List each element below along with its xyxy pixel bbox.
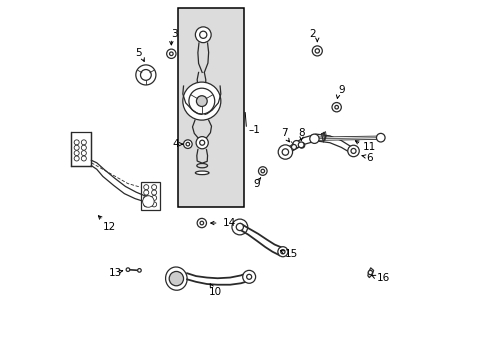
Circle shape xyxy=(151,195,156,201)
Circle shape xyxy=(166,49,176,58)
Text: 2: 2 xyxy=(309,29,315,39)
Circle shape xyxy=(81,150,86,156)
Circle shape xyxy=(74,145,79,150)
Circle shape xyxy=(169,271,183,286)
Circle shape xyxy=(142,196,154,207)
Circle shape xyxy=(331,103,341,112)
Circle shape xyxy=(143,190,148,195)
Circle shape xyxy=(376,134,384,142)
Circle shape xyxy=(199,140,204,145)
Circle shape xyxy=(298,142,304,148)
Circle shape xyxy=(151,190,156,195)
Circle shape xyxy=(242,270,255,283)
Circle shape xyxy=(291,144,296,149)
Circle shape xyxy=(314,49,319,53)
Text: 4: 4 xyxy=(172,139,179,149)
Circle shape xyxy=(136,65,156,85)
Circle shape xyxy=(292,140,300,148)
Bar xyxy=(178,8,244,207)
Text: 8: 8 xyxy=(298,128,305,138)
Circle shape xyxy=(196,96,207,107)
Circle shape xyxy=(334,105,338,109)
Circle shape xyxy=(298,142,304,148)
Circle shape xyxy=(347,145,359,157)
Circle shape xyxy=(151,185,156,190)
Text: 16: 16 xyxy=(376,273,389,283)
Circle shape xyxy=(140,69,151,80)
Circle shape xyxy=(258,167,266,175)
Circle shape xyxy=(312,46,322,56)
Circle shape xyxy=(367,270,372,275)
Circle shape xyxy=(188,88,214,114)
Text: 11: 11 xyxy=(362,141,375,152)
Circle shape xyxy=(81,140,86,145)
Text: 15: 15 xyxy=(284,248,297,258)
Ellipse shape xyxy=(165,267,187,290)
Circle shape xyxy=(280,249,285,254)
Circle shape xyxy=(236,224,243,230)
Circle shape xyxy=(183,140,192,148)
Circle shape xyxy=(200,221,203,225)
Circle shape xyxy=(277,247,287,257)
Text: 9: 9 xyxy=(253,179,260,189)
Circle shape xyxy=(126,268,129,271)
Ellipse shape xyxy=(196,163,207,168)
Circle shape xyxy=(74,150,79,156)
Circle shape xyxy=(81,156,86,161)
Circle shape xyxy=(183,82,221,120)
Text: 6: 6 xyxy=(365,153,372,163)
Circle shape xyxy=(74,156,79,161)
Circle shape xyxy=(151,202,156,207)
Circle shape xyxy=(169,52,173,55)
Text: 13: 13 xyxy=(108,267,122,278)
Circle shape xyxy=(81,145,86,150)
Circle shape xyxy=(278,145,292,159)
Text: –1: –1 xyxy=(247,125,260,135)
Text: 14: 14 xyxy=(223,218,236,228)
Circle shape xyxy=(195,27,211,42)
Circle shape xyxy=(197,219,206,228)
Text: 3: 3 xyxy=(171,29,178,39)
Text: 9: 9 xyxy=(338,85,345,95)
Circle shape xyxy=(143,185,148,190)
Text: 7: 7 xyxy=(280,129,286,138)
Circle shape xyxy=(74,140,79,145)
Circle shape xyxy=(143,195,148,201)
Ellipse shape xyxy=(195,171,208,175)
Circle shape xyxy=(143,202,148,207)
Text: 12: 12 xyxy=(102,222,116,232)
Circle shape xyxy=(196,136,208,149)
Circle shape xyxy=(350,148,355,153)
Bar xyxy=(140,182,160,211)
Circle shape xyxy=(137,269,141,272)
Text: 10: 10 xyxy=(208,287,221,297)
Circle shape xyxy=(282,149,288,155)
Circle shape xyxy=(199,31,206,39)
Circle shape xyxy=(309,134,319,143)
Circle shape xyxy=(185,142,189,146)
Circle shape xyxy=(261,169,264,173)
Bar xyxy=(70,132,91,166)
Text: 5: 5 xyxy=(135,48,142,58)
Circle shape xyxy=(246,274,251,279)
Circle shape xyxy=(231,219,247,235)
